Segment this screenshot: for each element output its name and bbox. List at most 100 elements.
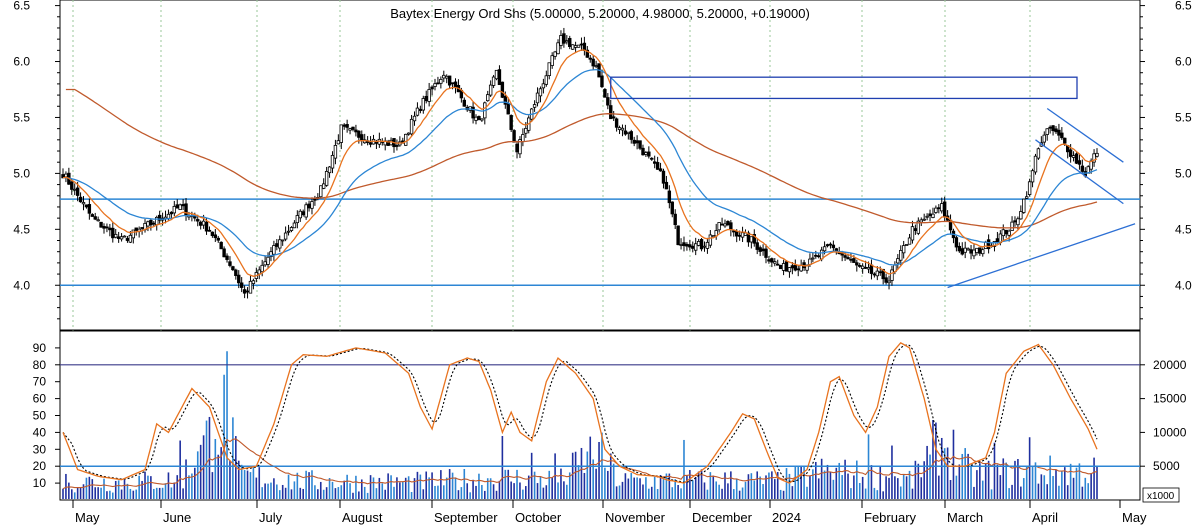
candle-body (641, 147, 645, 156)
candle-body (740, 232, 745, 238)
candle-body (307, 203, 311, 209)
candle-body (477, 116, 481, 120)
candle-body (198, 221, 203, 226)
candle-body (518, 139, 522, 155)
candle-body (90, 214, 94, 217)
candle-body (99, 221, 103, 228)
candle-body (822, 246, 827, 252)
candle-body (679, 244, 683, 246)
candle-body (102, 226, 106, 229)
candle-body (506, 103, 510, 115)
candle-body (755, 242, 759, 250)
candle-body (108, 227, 112, 231)
candle-body (152, 222, 156, 225)
candle-body (811, 257, 815, 260)
y-tick-label-left: 4.0 (13, 278, 30, 292)
candle-body (652, 161, 657, 164)
candle-body (1013, 220, 1017, 223)
x-tick-label: July (259, 510, 283, 525)
oscillator-tick-label: 50 (33, 409, 47, 423)
x-tick-label: September (434, 510, 498, 525)
candle-body (445, 75, 449, 79)
candle-body (579, 43, 584, 46)
candle-body (219, 241, 223, 250)
candle-body (140, 227, 144, 229)
candle-body (231, 266, 235, 271)
candle-body (122, 235, 127, 238)
candle-body (395, 145, 399, 147)
candle-body (825, 244, 830, 247)
candle-body (521, 134, 525, 143)
candle-body (330, 154, 335, 169)
stochastic-k-line (62, 341, 1098, 484)
y-tick-label-left: 6.5 (13, 0, 30, 13)
x-tick-label: June (163, 510, 191, 525)
candle-body (573, 45, 578, 48)
candle-body (673, 213, 677, 226)
oscillator-tick-label: 70 (33, 375, 47, 389)
candle-body (286, 230, 291, 233)
x-tick-label: March (947, 510, 983, 525)
candle-body (790, 265, 795, 269)
candle-body (216, 237, 220, 241)
candle-body (960, 248, 964, 255)
candle-body (111, 227, 115, 239)
candle-body (406, 132, 411, 135)
candle-body (805, 265, 809, 271)
candle-body (585, 49, 590, 58)
candle-body (1060, 132, 1064, 139)
candle-body (292, 222, 297, 229)
volume-tick-label: 10000 (1153, 425, 1187, 439)
candle-body (623, 130, 628, 135)
candle-body (570, 44, 575, 50)
y-tick-label-left: 6.0 (13, 55, 30, 69)
price-panel: 4.0 4.0 4.5 4.5 5.0 5.0 5.5 5.5 6.0 6.0 6.5 6.5 (13, 0, 1192, 500)
candle-body (313, 198, 317, 201)
candle-body (1027, 181, 1032, 195)
candle-body (345, 124, 349, 128)
candle-body (480, 118, 484, 121)
candle-body (565, 40, 569, 43)
oscillator-tick-label: 40 (33, 425, 47, 439)
candle-body (336, 140, 341, 145)
candle-body (1007, 230, 1011, 236)
volume-moving-average (62, 438, 1098, 490)
candle-body (981, 249, 985, 255)
candle-body (1036, 148, 1041, 159)
candle-body (875, 270, 880, 277)
candle-body (1080, 165, 1085, 172)
candle-body (588, 57, 592, 60)
candle-body (831, 244, 836, 249)
candle-body (940, 203, 944, 212)
candle-body (234, 269, 238, 276)
candle-body (210, 231, 215, 237)
candle-body (535, 92, 540, 104)
y-tick-label-right: 5.5 (1175, 110, 1192, 124)
candle-body (78, 196, 83, 203)
candle-body (925, 215, 929, 218)
candle-body (357, 130, 361, 138)
candle-body (913, 228, 918, 232)
candle-body (166, 213, 171, 219)
candle-body (995, 238, 1000, 243)
candle-body (855, 262, 859, 266)
candle-body (1054, 128, 1058, 133)
candle-body (447, 75, 452, 86)
candle-body (729, 222, 733, 231)
candle-body (899, 250, 903, 261)
candle-body (251, 280, 256, 284)
candle-body (128, 234, 133, 243)
candle-body (278, 239, 282, 249)
candle-body (711, 235, 715, 238)
candle-body (655, 162, 660, 170)
candle-body (207, 229, 212, 232)
candle-body (942, 201, 947, 217)
candle-body (705, 241, 710, 249)
candle-body (494, 69, 499, 80)
candle-body (248, 280, 253, 294)
candle-body (201, 220, 206, 226)
moving-average-long (65, 88, 1098, 229)
moving-average-short (62, 49, 1098, 277)
candle-body (737, 234, 742, 237)
candle-body (796, 268, 800, 271)
